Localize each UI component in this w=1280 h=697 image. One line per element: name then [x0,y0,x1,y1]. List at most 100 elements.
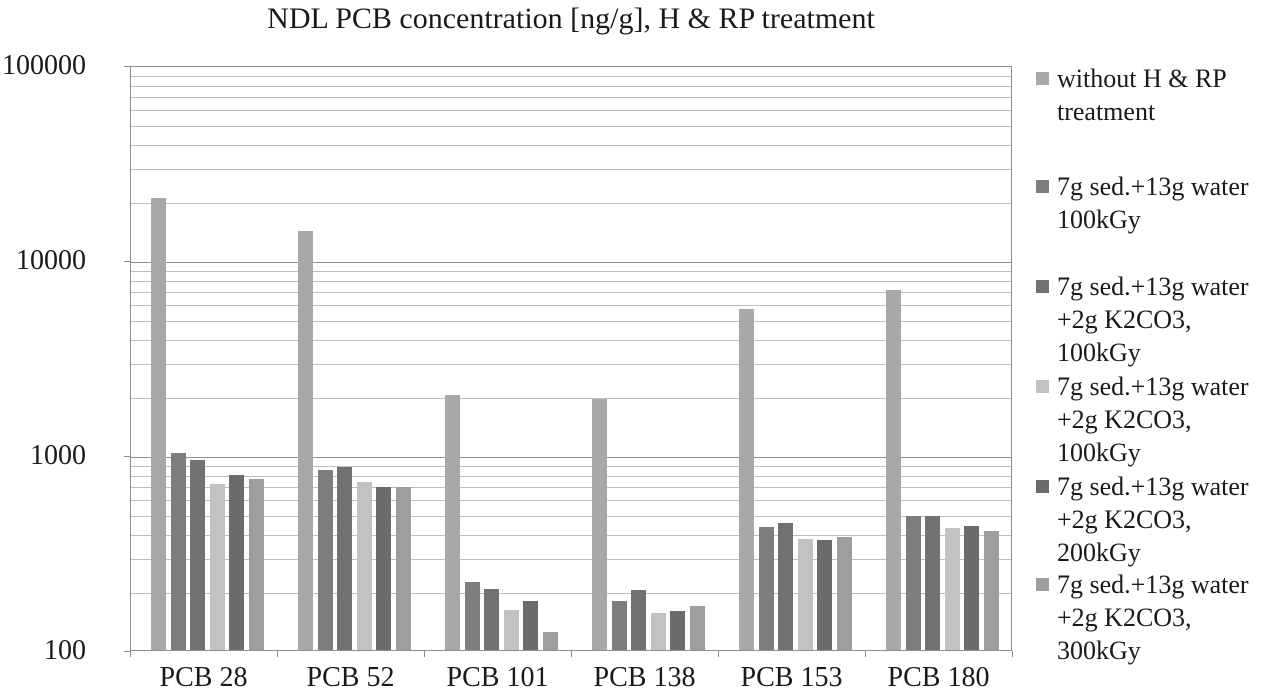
x-axis-tick [424,651,425,657]
bar [886,290,901,650]
gridline-minor [131,280,1011,282]
x-axis-tick [1012,651,1013,657]
bar [836,536,852,650]
bar [523,601,538,650]
legend-label: 7g sed.+13g water +2g K2CO3, 300kGy [1057,570,1249,665]
bar [190,460,205,650]
gridline-major [131,457,1011,458]
bar [317,469,333,650]
bar [395,487,411,650]
bar [925,516,940,650]
y-axis-tick [124,261,130,262]
legend-item: 7g sed.+13g water 100kGy [1036,170,1262,236]
bar [592,399,607,650]
x-tick-label: PCB 153 [740,662,843,693]
legend-item: 7g sed.+13g water +2g K2CO3, 100kGy [1036,370,1262,469]
gridline-minor [131,75,1011,77]
y-tick-label: 1000 [30,440,86,471]
bar [298,230,313,650]
bar [905,515,921,650]
bar [503,609,519,650]
x-axis-tick [130,651,131,657]
legend-label: 7g sed.+13g water +2g K2CO3, 100kGy [1057,372,1249,467]
x-axis-tick [277,651,278,657]
x-tick-label: PCB 52 [306,662,395,693]
y-axis-tick [124,66,130,67]
gridline-minor [131,465,1011,467]
x-tick-label: PCB 28 [159,662,248,693]
y-axis-labels: 100 1000 10000 100000 [0,50,86,666]
legend-item: 7g sed.+13g water +2g K2CO3, 300kGy [1036,568,1262,667]
bar [944,527,960,650]
bar [689,606,705,650]
legend-swatch [1036,578,1049,591]
bar [337,466,352,650]
legend-swatch [1036,380,1049,393]
bar [151,198,166,650]
bar [758,526,774,650]
gridline-minor [131,144,1011,146]
y-tick-label: 100 [44,635,86,666]
bar [464,581,480,650]
bar [356,481,372,650]
gridline-major [131,262,1011,263]
gridline-minor [131,475,1011,477]
bar [670,611,685,650]
bar [797,539,813,650]
bar [778,522,793,650]
bar [229,474,244,650]
legend-label: 7g sed.+13g water +2g K2CO3, 100kGy [1057,272,1249,367]
bar [631,590,646,650]
bar [248,479,264,650]
bar [650,613,666,650]
x-axis-tick [571,651,572,657]
legend-swatch [1036,180,1049,193]
legend-item: 7g sed.+13g water +2g K2CO3, 200kGy [1036,470,1262,569]
gridline-minor [131,500,1011,502]
gridline-minor [131,593,1011,595]
x-tick-label: PCB 101 [446,662,549,693]
bar [542,632,558,650]
x-axis-tick [718,651,719,657]
legend-swatch [1036,280,1049,293]
y-axis-tick [124,456,130,457]
x-axis-tick [865,651,866,657]
legend-label: 7g sed.+13g water 100kGy [1057,172,1249,234]
gridline-minor [131,97,1011,99]
bar [739,309,754,650]
legend-swatch [1036,480,1049,493]
x-tick-label: PCB 180 [887,662,990,693]
bar [983,530,999,650]
gridline-minor [131,270,1011,272]
gridline-minor [131,398,1011,400]
x-axis-labels: PCB 28 PCB 52 PCB 101 PCB 138 PCB 153 PCB 180 [130,662,1012,696]
gridline-minor [131,515,1011,517]
bar [484,589,499,650]
gridline-minor [131,320,1011,322]
legend-label: without H & RP treatment [1057,64,1226,126]
gridline-minor [131,305,1011,307]
bar [170,452,186,650]
bar [611,601,627,650]
legend-swatch [1036,72,1049,85]
gridline-minor [131,203,1011,205]
legend-item: 7g sed.+13g water +2g K2CO3, 100kGy [1036,270,1262,369]
gridline-minor [131,364,1011,365]
gridline-minor [131,534,1011,536]
gridline-minor [131,559,1011,560]
bar [817,539,832,650]
bar [209,483,225,650]
gridline-minor [131,169,1011,170]
gridline-minor [131,292,1011,294]
chart-title: NDL PCB concentration [ng/g], H & RP tre… [267,2,875,35]
y-axis-tick [124,651,130,652]
legend-item: without H & RP treatment [1036,62,1262,128]
y-tick-label: 100000 [2,50,86,81]
plot-area [130,66,1012,651]
gridline-minor [131,125,1011,127]
x-tick-label: PCB 138 [593,662,696,693]
y-tick-label: 10000 [16,245,86,276]
bar [376,487,391,650]
gridline-minor [131,110,1011,112]
